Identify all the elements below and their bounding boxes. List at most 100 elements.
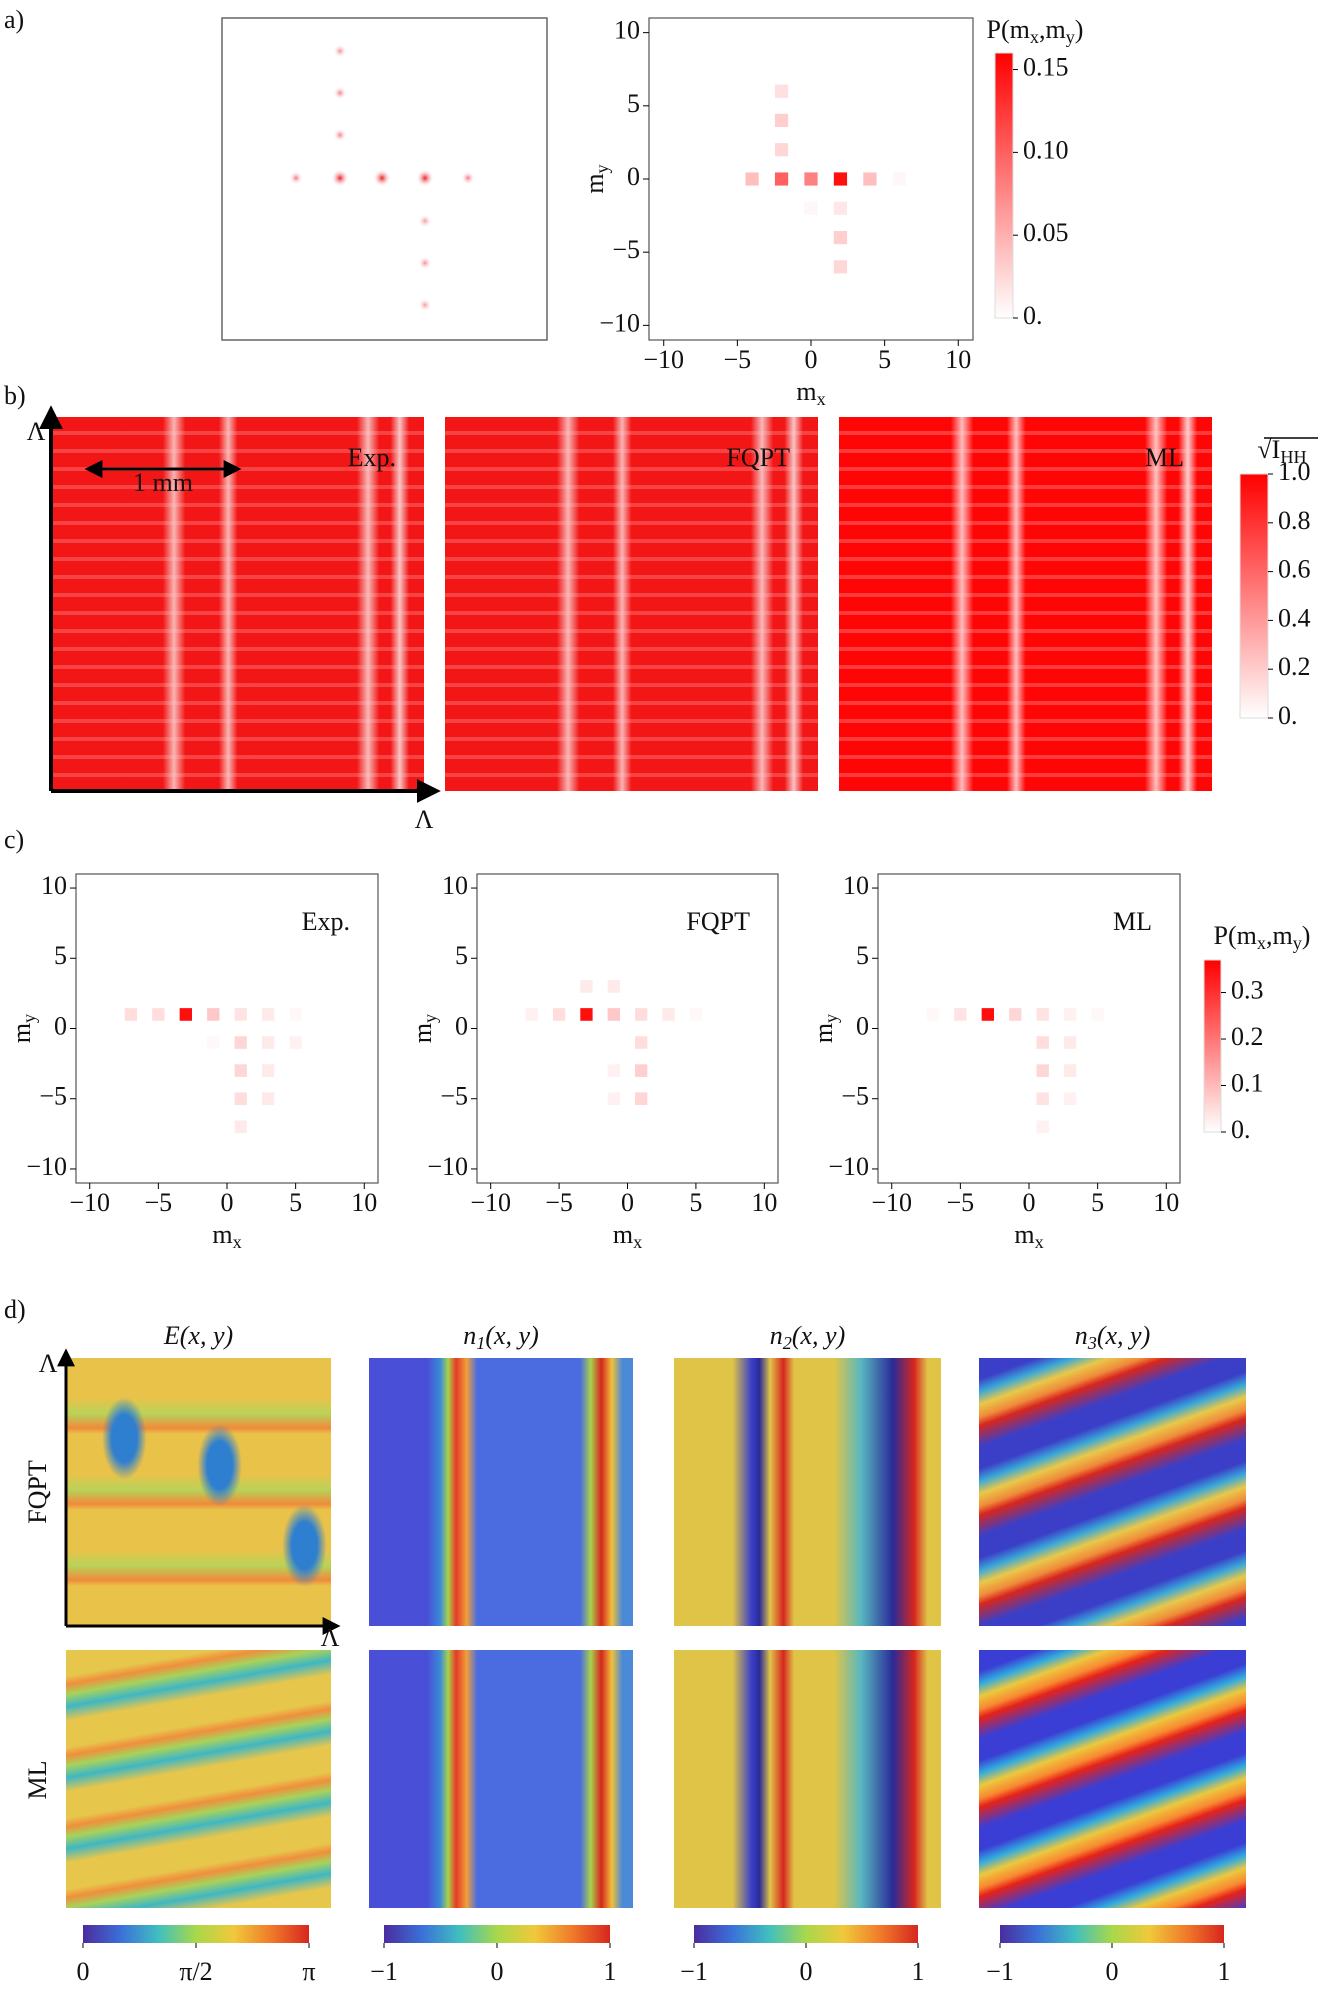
axis-label: Λ xyxy=(415,805,434,834)
map-title: E(x, y) xyxy=(163,1321,233,1350)
cell xyxy=(1036,1008,1049,1021)
colorbar-tick-label: 0.10 xyxy=(1023,135,1069,164)
y-tick-label: −10 xyxy=(427,1152,468,1181)
cell xyxy=(289,1008,302,1021)
map-title-part: n xyxy=(1075,1321,1088,1350)
colorbar-label-part: y xyxy=(1066,27,1076,47)
x-axis-label: mx xyxy=(212,1220,241,1252)
colorbar-label-part: x xyxy=(1030,27,1039,47)
x-tick-label: 10 xyxy=(351,1188,377,1217)
cell xyxy=(262,1092,275,1106)
field-map xyxy=(674,1650,941,1908)
cell xyxy=(1036,1064,1049,1077)
map-title-part: 3 xyxy=(1087,1333,1097,1353)
y-tick-label: 0 xyxy=(455,1011,468,1040)
diffraction-image xyxy=(221,17,548,341)
annotation: FQPT xyxy=(686,907,750,936)
cell xyxy=(262,1064,275,1077)
colorbar-tick-label: 0.05 xyxy=(1023,218,1069,247)
cell xyxy=(234,1008,247,1021)
cell xyxy=(774,143,789,157)
colorbar-tick-label: 1.0 xyxy=(1278,457,1311,486)
map-title-part: 1 xyxy=(476,1333,485,1353)
cell xyxy=(804,172,818,186)
y-axis-label-part: m xyxy=(7,1023,36,1043)
colorbar-tick-label: π/2 xyxy=(179,1957,212,1986)
cell xyxy=(607,1064,620,1077)
cell xyxy=(124,1008,138,1021)
map-title-part: 2 xyxy=(783,1333,792,1353)
map-title: n3(x, y) xyxy=(1075,1321,1151,1353)
x-axis-label-part: m xyxy=(1014,1220,1034,1249)
cell xyxy=(207,1036,220,1049)
colorbar-label-part: ,m xyxy=(1266,921,1293,950)
y-axis-label: my xyxy=(809,1013,841,1043)
y-axis-label-part: m xyxy=(580,173,609,193)
colorbar-label-part: P(m xyxy=(987,15,1030,44)
cell xyxy=(1064,1092,1077,1106)
y-tick-label: 5 xyxy=(455,941,468,970)
panel-label: c) xyxy=(4,825,24,854)
map-label: Exp. xyxy=(348,443,396,472)
colorbar-tick-label: 0.3 xyxy=(1231,976,1264,1005)
colorbar-tick-label: 0 xyxy=(1106,1957,1119,1986)
scale-label: 1 mm xyxy=(133,468,193,497)
axis-label: Λ xyxy=(321,1623,340,1652)
colorbar-tick-label: −1 xyxy=(370,1957,398,1986)
y-axis-label: my xyxy=(408,1013,440,1043)
cell xyxy=(774,84,789,98)
x-tick-label: −10 xyxy=(470,1188,511,1217)
colorbar-tick-label: 0.1 xyxy=(1231,1068,1264,1097)
colorbar-tick-label: 0.4 xyxy=(1278,603,1311,632)
cell xyxy=(926,1008,940,1021)
cell xyxy=(954,1008,967,1021)
cell xyxy=(1036,1092,1049,1106)
x-axis-label: mx xyxy=(796,377,825,409)
cell xyxy=(262,1008,275,1021)
colorbar-tick-label: 0 xyxy=(77,1957,90,1986)
map-label: ML xyxy=(1145,443,1184,472)
colorbar-label-part: ) xyxy=(1075,15,1084,44)
cell xyxy=(745,172,759,186)
colorbar-tick-label: 1 xyxy=(604,1957,617,1986)
cell xyxy=(234,1120,247,1134)
x-axis-label: mx xyxy=(1014,1220,1043,1252)
colorbar xyxy=(1203,959,1222,1133)
cell xyxy=(635,1064,648,1077)
map-label: FQPT xyxy=(726,443,790,472)
map-title: n1(x, y) xyxy=(463,1321,539,1353)
y-tick-label: −10 xyxy=(828,1152,869,1181)
colorbar-tick-label: 0. xyxy=(1231,1115,1251,1144)
map-title-part: E(x, y) xyxy=(163,1321,233,1350)
intensity-map xyxy=(445,417,818,791)
axis-label: Λ xyxy=(27,417,46,446)
intensity-map xyxy=(839,417,1212,791)
cell xyxy=(234,1092,247,1106)
x-axis-label-part: m xyxy=(613,1220,633,1249)
cell xyxy=(833,260,848,274)
y-tick-label: 0 xyxy=(54,1011,67,1040)
colorbar-label: √IHH xyxy=(1257,435,1306,467)
colorbar-tick-label: π xyxy=(302,1957,315,1986)
cell xyxy=(262,1036,275,1049)
colorbar-tick-label: −1 xyxy=(986,1957,1014,1986)
colorbar-label-part: P(m xyxy=(1214,921,1257,950)
field-map xyxy=(674,1358,941,1626)
colorbar-tick-label: 0.2 xyxy=(1278,652,1311,681)
map-title-part: (x, y) xyxy=(792,1321,845,1350)
y-axis-label: my xyxy=(580,163,612,193)
cell xyxy=(635,1092,648,1106)
cell xyxy=(1036,1036,1049,1049)
x-axis-label-part: m xyxy=(796,377,816,406)
x-tick-label: −10 xyxy=(69,1188,110,1217)
cell xyxy=(774,113,789,128)
y-tick-label: 10 xyxy=(843,871,869,900)
x-tick-label: 5 xyxy=(1091,1188,1104,1217)
x-tick-label: 0 xyxy=(221,1188,234,1217)
cell xyxy=(580,1008,593,1021)
cell xyxy=(662,1008,675,1021)
y-axis-label-part: m xyxy=(408,1023,437,1043)
y-tick-label: 10 xyxy=(442,871,468,900)
colorbar-tick-label: 1 xyxy=(1218,1957,1231,1986)
